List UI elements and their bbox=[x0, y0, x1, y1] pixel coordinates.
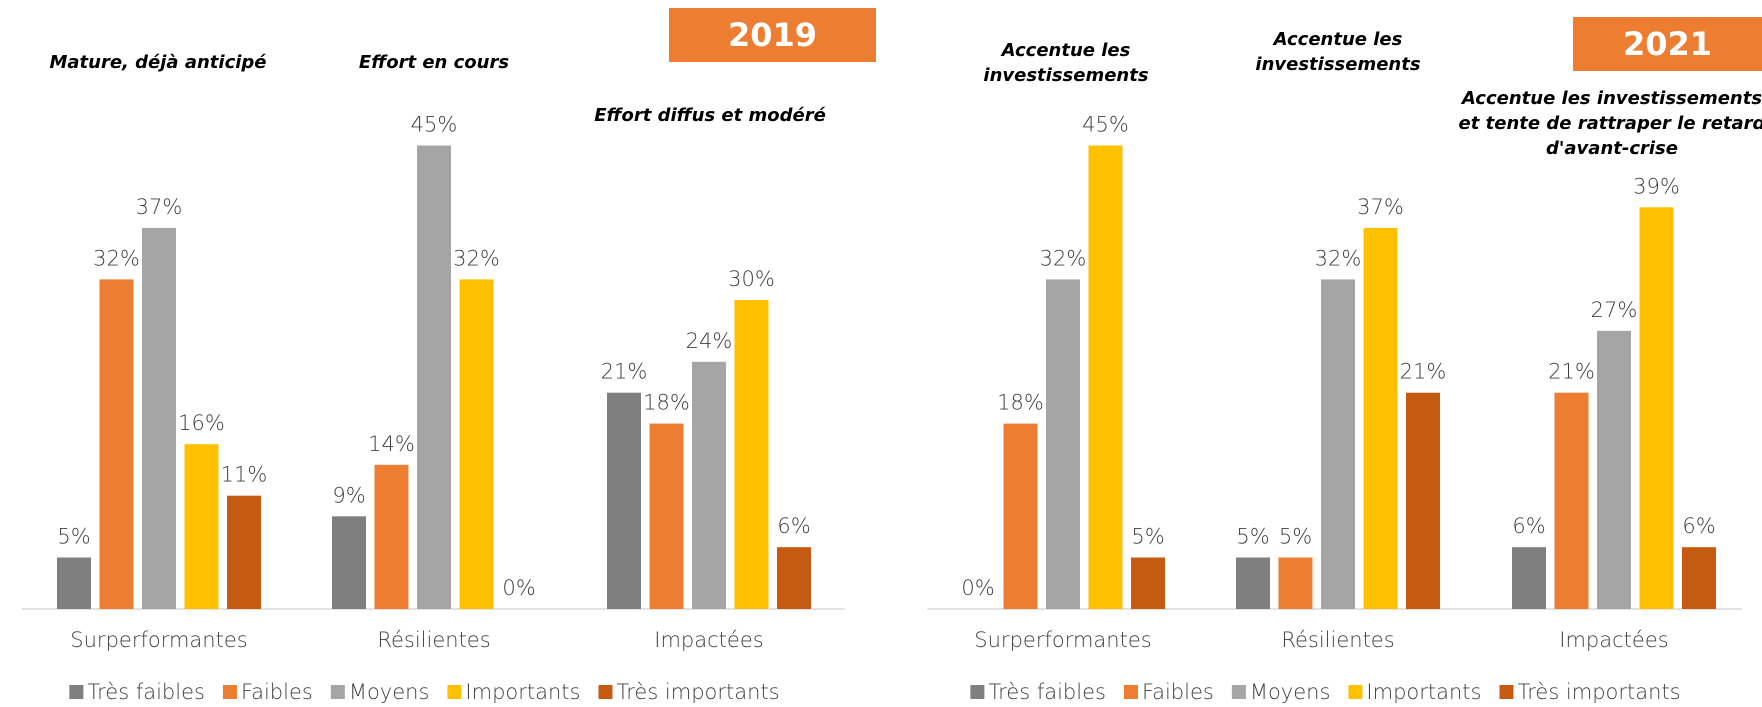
value-label: 9% bbox=[332, 483, 365, 507]
bar bbox=[692, 361, 726, 609]
bar bbox=[607, 392, 641, 609]
bar bbox=[1236, 557, 1270, 609]
legend-label: Importants bbox=[1366, 680, 1481, 704]
bar bbox=[57, 557, 91, 609]
bar bbox=[142, 227, 176, 609]
legend-swatch bbox=[1231, 685, 1246, 699]
value-label: 39% bbox=[1633, 174, 1680, 198]
bar bbox=[99, 279, 134, 609]
value-label: 32% bbox=[1315, 246, 1362, 270]
legend-label: Moyens bbox=[349, 680, 430, 704]
value-label: 0% bbox=[502, 576, 535, 600]
bar bbox=[777, 547, 811, 609]
value-label: 5% bbox=[1279, 525, 1312, 549]
year-badge bbox=[669, 8, 876, 62]
value-label: 37% bbox=[136, 195, 183, 219]
bar bbox=[1003, 423, 1038, 609]
legend-label: Très faibles bbox=[988, 680, 1106, 704]
x-tick-label: Résilientes bbox=[377, 628, 490, 652]
bar bbox=[1554, 392, 1589, 609]
bar bbox=[184, 444, 219, 609]
bar bbox=[1406, 392, 1440, 609]
legend-label: Faibles bbox=[1142, 680, 1214, 704]
bar bbox=[734, 300, 769, 609]
x-tick-label: Impactées bbox=[1559, 628, 1668, 652]
legend-label: Importants bbox=[465, 680, 580, 704]
value-label: 16% bbox=[178, 411, 225, 435]
value-label: 6% bbox=[777, 514, 810, 538]
bar bbox=[1639, 207, 1674, 610]
legend-swatch bbox=[447, 685, 462, 699]
bar bbox=[1131, 557, 1165, 609]
value-label: 14% bbox=[368, 432, 415, 456]
bar bbox=[1363, 227, 1398, 609]
x-tick-label: Impactées bbox=[654, 628, 763, 652]
value-label: 37% bbox=[1357, 195, 1404, 219]
x-tick-label: Surperformantes bbox=[974, 628, 1151, 652]
bar bbox=[1512, 547, 1546, 609]
value-label: 27% bbox=[1591, 298, 1638, 322]
value-label: 21% bbox=[601, 360, 648, 384]
legend-label: Faibles bbox=[241, 680, 313, 704]
legend-label: Très importants bbox=[616, 680, 779, 704]
annotation: Mature, déjà anticipé bbox=[49, 52, 267, 73]
annotation: Accentue les investissements bbox=[983, 40, 1149, 86]
value-label: 24% bbox=[686, 329, 733, 353]
value-label: 21% bbox=[1548, 360, 1595, 384]
legend-swatch bbox=[222, 685, 237, 699]
bar bbox=[459, 279, 494, 609]
value-label: 18% bbox=[643, 391, 690, 415]
value-label: 5% bbox=[1131, 525, 1164, 549]
bar bbox=[1597, 330, 1631, 609]
value-label: 5% bbox=[1236, 525, 1269, 549]
bar bbox=[1321, 279, 1355, 609]
chart-title: 2019 bbox=[728, 16, 817, 54]
bar bbox=[649, 423, 684, 609]
value-label: 5% bbox=[57, 525, 90, 549]
legend-label: Très faibles bbox=[87, 680, 205, 704]
chart-title: 2021 bbox=[1623, 25, 1712, 63]
bar bbox=[374, 464, 409, 609]
value-label: 11% bbox=[221, 463, 268, 487]
bar bbox=[227, 495, 261, 609]
annotation: Effort diffus et modéré bbox=[594, 105, 826, 126]
value-label: 30% bbox=[728, 267, 775, 291]
value-label: 45% bbox=[411, 113, 458, 137]
value-label: 6% bbox=[1512, 514, 1545, 538]
bar bbox=[1046, 279, 1080, 609]
bar bbox=[417, 145, 451, 609]
bar bbox=[332, 516, 366, 609]
value-label: 21% bbox=[1400, 360, 1447, 384]
value-label: 18% bbox=[997, 391, 1044, 415]
legend-swatch bbox=[970, 685, 985, 699]
annotation: Accentue les investissements et tente de… bbox=[1458, 88, 1762, 159]
bar bbox=[1278, 557, 1313, 609]
value-label: 0% bbox=[961, 576, 994, 600]
legend-swatch bbox=[1123, 685, 1138, 699]
legend-label: Moyens bbox=[1250, 680, 1331, 704]
legend-swatch bbox=[330, 685, 345, 699]
x-tick-label: Surperformantes bbox=[70, 628, 247, 652]
legend-swatch bbox=[69, 685, 84, 699]
legend-swatch bbox=[1348, 685, 1363, 699]
bar bbox=[1088, 145, 1123, 609]
value-label: 45% bbox=[1082, 113, 1129, 137]
year-badge bbox=[1573, 17, 1762, 71]
annotation: Effort en cours bbox=[358, 52, 510, 73]
legend-label: Très importants bbox=[1517, 680, 1680, 704]
value-label: 6% bbox=[1682, 514, 1715, 538]
bar bbox=[1682, 547, 1716, 609]
x-tick-label: Résilientes bbox=[1281, 628, 1394, 652]
value-label: 32% bbox=[1040, 246, 1087, 270]
value-label: 32% bbox=[93, 246, 140, 270]
annotation: Accentue les investissements bbox=[1255, 29, 1421, 75]
legend-swatch bbox=[1499, 685, 1514, 699]
value-label: 32% bbox=[453, 246, 500, 270]
legend-swatch bbox=[598, 685, 613, 699]
